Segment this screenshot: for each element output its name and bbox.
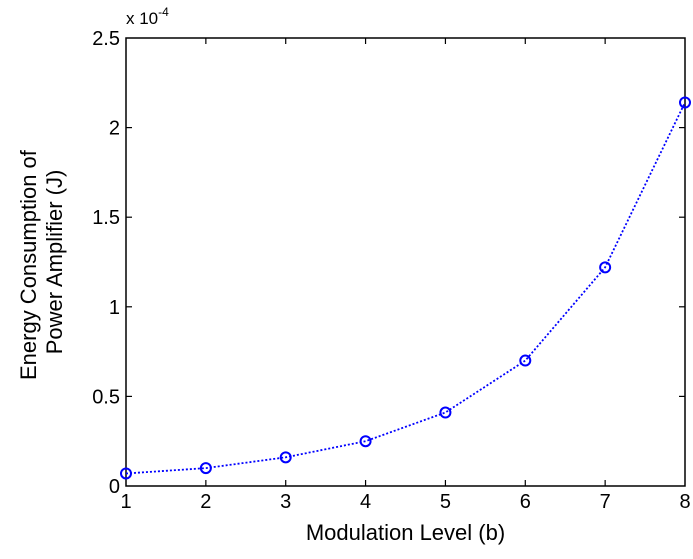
- x-tick-label: 2: [200, 491, 211, 513]
- data-point: [439, 406, 452, 419]
- y-scale-exponent-label: x 10-4: [126, 5, 169, 28]
- series-line: [125, 102, 686, 475]
- y-tick-label: 0.5: [92, 386, 120, 408]
- x-tick-label: 6: [520, 491, 531, 513]
- x-ticks: 1 2 3 4 5 6 7 8: [120, 38, 691, 513]
- plot-area: [125, 37, 686, 487]
- x-tick-label: 3: [280, 491, 291, 513]
- data-point: [279, 451, 292, 464]
- x-tick-label: 8: [679, 491, 690, 513]
- x-axis-label: Modulation Level (b): [306, 520, 505, 545]
- y-axis-label-line-2: Power Amplifier (J): [42, 170, 67, 355]
- y-ticks: 0 0.5 1 1.5 2 2.5: [92, 28, 685, 498]
- y-scale-exponent: -4: [158, 5, 169, 19]
- x-tick-label: 4: [360, 491, 371, 513]
- y-axis-label-line-1: Energy Consumption of: [16, 149, 41, 380]
- data-point: [199, 462, 212, 475]
- data-point: [599, 261, 612, 274]
- y-tick-label: 2.5: [92, 28, 120, 50]
- y-tick-label: 1.5: [92, 207, 120, 229]
- y-tick-label: 0: [109, 476, 120, 498]
- x-tick-label: 5: [440, 491, 451, 513]
- x-tick-label: 7: [600, 491, 611, 513]
- y-scale-base: x 10: [126, 9, 158, 28]
- series-layer: [120, 96, 691, 480]
- data-point: [120, 467, 132, 480]
- data-point: [679, 96, 691, 109]
- y-axis-label: Energy Consumption of Power Amplifier (J…: [16, 144, 67, 380]
- y-tick-label: 1: [109, 297, 120, 319]
- y-tick-label: 2: [109, 118, 120, 140]
- data-point: [519, 354, 532, 367]
- x-tick-label: 1: [120, 491, 131, 513]
- data-point: [359, 435, 372, 448]
